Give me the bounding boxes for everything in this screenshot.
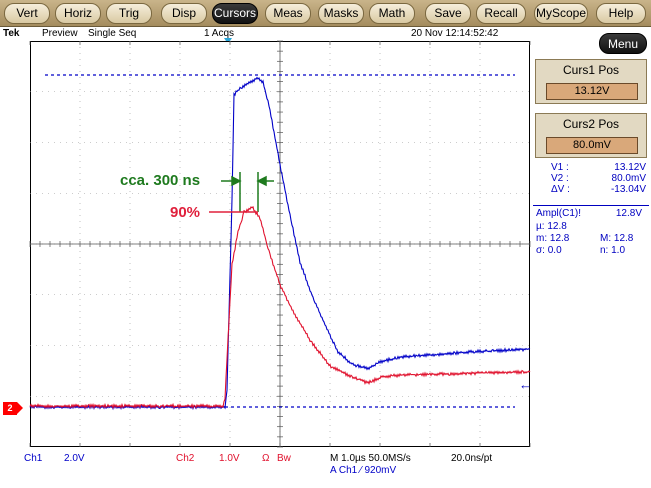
points-readout: 20.0ns/pt [451,453,493,464]
ninety-percent-label: 90% [170,204,201,221]
menu-recall-button[interactable]: Recall [476,3,526,24]
ch2-bandwidth-limit: Bw [277,453,291,464]
datetime-label: 20 Nov 12:14:52:42 [411,28,499,39]
ch1-offscreen-arrow-icon: ← [519,377,532,392]
curs1-pos-title: Curs1 Pos [562,63,620,77]
timebase-readout[interactable]: M 1.0µs 50.0MS/s [330,453,411,464]
v1-label: V1 : [551,162,569,173]
graticule-grid [29,40,531,448]
menu-horiz-button[interactable]: Horiz [55,3,101,24]
readout-separator [533,205,649,206]
curs2-pos-title: Curs2 Pos [562,117,620,131]
curs1-pos-panel[interactable]: Curs1 Pos 13.12V [535,59,647,104]
ch2-impedance-icon: Ω [262,453,270,464]
v2-value: 80.0mV [611,173,646,184]
count-stat: n: 1.0 [600,245,626,256]
menu-help-button[interactable]: Help [596,3,646,24]
curs2-pos-value[interactable]: 80.0mV [546,137,638,154]
bottom-info-bar: Ch1 2.0V Ch2 1.0V Ω Bw M 1.0µs 50.0MS/s … [0,448,651,488]
time-width-label: cca. 300 ns [120,172,201,189]
menu-save-button[interactable]: Save [425,3,471,24]
time-width-annotation [221,172,274,212]
curs2-pos-panel[interactable]: Curs2 Pos 80.0mV [535,113,647,158]
menu-trig-button[interactable]: Trig [106,3,152,24]
v1-value: 13.12V [614,162,646,173]
mean-stat: µ: 12.8 [536,221,567,232]
menu-disp-button[interactable]: Disp [161,3,207,24]
acquisition-count-label: 1 Acqs [204,28,235,39]
max-stat: M: 12.8 [600,233,634,244]
menu-cursors-button[interactable]: Cursors [212,3,258,24]
menu-meas-button[interactable]: Meas [265,3,311,24]
menu-bar: Vert Horiz Trig Disp Cursors Meas Masks … [0,0,651,27]
menu-button[interactable]: Menu [599,33,647,54]
brand-label: Tek [3,28,20,39]
curs1-pos-value[interactable]: 13.12V [546,83,638,100]
trigger-readout[interactable]: A Ch1 ⁄ 920mV [330,465,397,476]
delta-v-value: -13.04V [610,184,646,195]
run-mode-label: Preview [42,28,78,39]
ch2-waveform [29,205,531,410]
min-stat: m: 12.8 [536,233,570,244]
menu-math-button[interactable]: Math [369,3,415,24]
delta-v-label: ΔV : [551,184,570,195]
amplitude-value: 12.8V [615,208,642,219]
ch1-scale[interactable]: 2.0V [64,453,85,464]
menu-myscope-button[interactable]: MyScope [534,3,588,24]
sigma-stat: σ: 0.0 [536,245,562,256]
ch1-label[interactable]: Ch1 [24,453,43,464]
ch2-label[interactable]: Ch2 [176,453,195,464]
ch2-scale[interactable]: 1.0V [219,453,240,464]
status-bar: Tek Preview Single Seq 1 Acqs 20 Nov 12:… [0,27,651,40]
amplitude-label: Ampl(C1)! [536,208,582,219]
menu-masks-button[interactable]: Masks [318,3,364,24]
v2-label: V2 : [551,173,569,184]
ch2-ground-marker[interactable]: 2 [3,402,23,415]
acquisition-mode-label: Single Seq [88,28,137,39]
menu-vert-button[interactable]: Vert [4,3,50,24]
